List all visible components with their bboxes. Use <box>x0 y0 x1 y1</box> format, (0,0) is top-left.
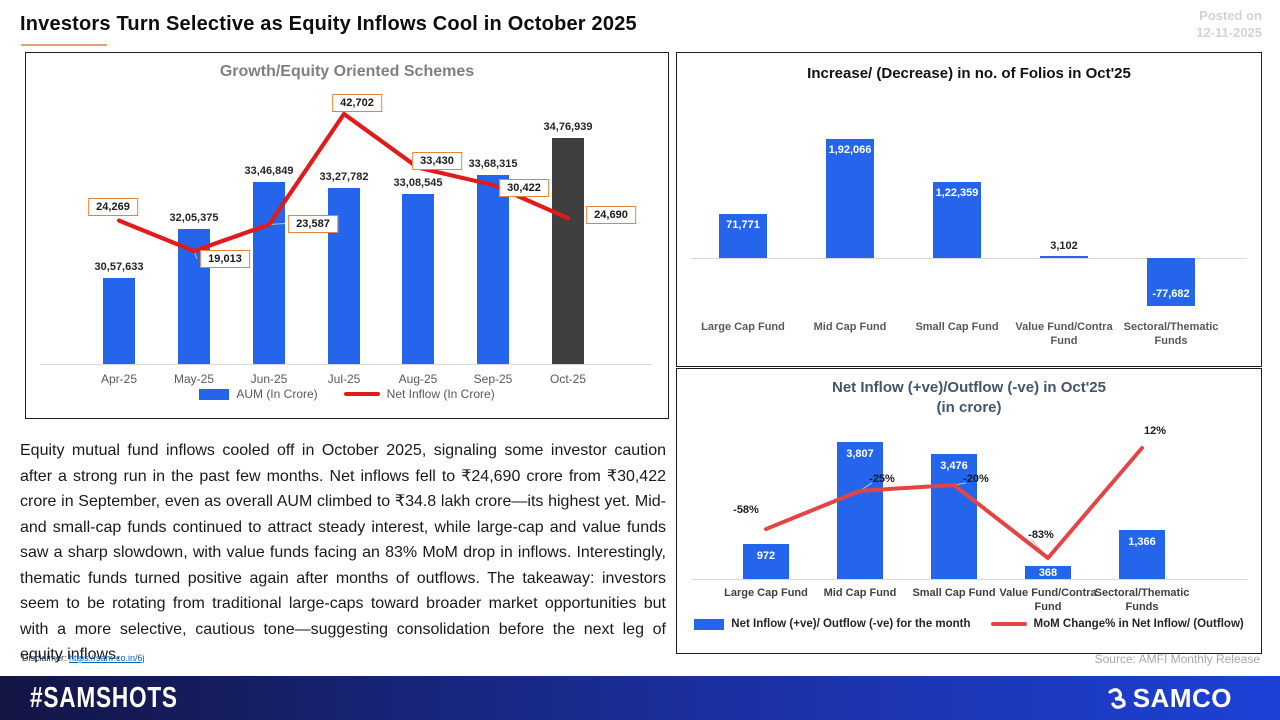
aum-value-label: 32,05,375 <box>169 211 219 224</box>
posted-on-date: 12-11-2025 <box>1196 25 1262 40</box>
chart-netflow-panel: Net Inflow (+ve)/Outflow (-ve) in Oct'25… <box>676 368 1262 654</box>
aum-bar <box>552 138 584 364</box>
disclaimer-label: Disclaimer: <box>22 653 67 663</box>
x-axis-line <box>691 579 1247 580</box>
net-inflow-point-label: 24,690 <box>586 206 636 225</box>
legend-item-aum: AUM (In Crore) <box>199 387 318 401</box>
netflow-value-label: 972 <box>756 550 776 563</box>
aum-bar <box>253 181 285 364</box>
mom-point-label: -25% <box>869 472 895 485</box>
category-label: Large Cap Fund <box>701 321 785 333</box>
net-inflow-swatch-icon <box>343 392 380 396</box>
legend-mom-label: MoM Change% in Net Inflow/ (Outflow) <box>1033 618 1244 630</box>
folio-bar <box>933 182 981 258</box>
posted-on: Posted on 12-11-2025 <box>1196 7 1262 41</box>
netflow-value-label: 3,476 <box>940 459 968 472</box>
aum-bar <box>103 278 135 364</box>
folio-value-label: 1,92,066 <box>828 144 872 156</box>
legend-netinflow-label: Net Inflow (In Crore) <box>386 387 495 401</box>
zero-axis-line <box>691 258 1247 259</box>
chart-netflow-title: Net Inflow (+ve)/Outflow (-ve) in Oct'25 <box>831 379 1106 396</box>
category-label: Apr-25 <box>100 372 138 386</box>
samco-wordmark: SAMCO <box>1132 682 1232 713</box>
folio-bar <box>826 139 874 258</box>
netflow-value-label: 368 <box>1038 566 1058 579</box>
category-label: Large Cap Fund <box>724 587 808 599</box>
mom-point-label: -58% <box>733 504 759 517</box>
net-inflow-point-label: 19,013 <box>200 250 250 268</box>
folio-value-label: 1,22,359 <box>935 187 979 200</box>
net-inflow-point-label: 24,269 <box>88 197 138 216</box>
chart-growth-equity-legend: AUM (In Crore) Net Inflow (In Crore) <box>26 387 668 401</box>
category-label: Oct-25 <box>549 372 586 386</box>
category-label: Value Fund/Contra Fund <box>999 587 1097 613</box>
netflow-value-label: 1,366 <box>1128 535 1156 548</box>
category-label: Sectoral/Thematic Funds <box>1094 587 1190 613</box>
netflow-bar <box>837 442 883 579</box>
category-label: Mid Cap Fund <box>823 587 897 599</box>
netflow-bar <box>1025 565 1071 579</box>
samco-mark-icon <box>1108 688 1126 709</box>
page-title: Investors Turn Selective as Equity Inflo… <box>20 13 637 35</box>
source-credit: Source: AMFI Monthly Release <box>1094 652 1260 666</box>
category-label: Small Cap Fund <box>912 587 996 599</box>
folio-value-label: -77,682 <box>1152 288 1190 301</box>
aum-value-label: 33,27,782 <box>319 171 369 184</box>
netflow-value-label: 3,807 <box>846 448 874 460</box>
samco-logo: SAMCO <box>1105 683 1232 714</box>
category-label: Small Cap Fund <box>915 321 999 333</box>
folio-value-label: 71,771 <box>726 218 760 231</box>
chart-netflow-legend: Net Inflow (+ve)/ Outflow (-ve) for the … <box>677 618 1261 630</box>
aum-value-label: 34,76,939 <box>543 121 593 134</box>
disclaimer-row: Disclaimer: https://sam-co.in/6j <box>22 653 145 663</box>
legend-netflow-bar-label: Net Inflow (+ve)/ Outflow (-ve) for the … <box>731 618 971 630</box>
category-label: Mid Cap Fund <box>813 321 887 333</box>
mom-point-label: 12% <box>1143 424 1167 437</box>
footer-bar: #SAMSHOTS SAMCO <box>0 676 1280 720</box>
aum-swatch-icon <box>199 388 230 400</box>
disclaimer-link[interactable]: https://sam-co.in/6j <box>69 653 145 663</box>
folio-bar <box>1040 256 1088 258</box>
folio-bar <box>719 213 767 258</box>
category-label: May-25 <box>173 372 214 386</box>
category-label: Sectoral/Thematic Funds <box>1123 321 1219 347</box>
commentary-paragraph: Equity mutual fund inflows cooled off in… <box>20 442 666 663</box>
net-inflow-point-label: 33,430 <box>412 151 462 170</box>
legend-item-netinflow: Net Inflow (In Crore) <box>343 387 495 401</box>
chart-growth-equity-title: Growth/Equity Oriented Schemes <box>219 63 475 80</box>
aum-value-label: 33,68,315 <box>468 157 518 170</box>
folio-value-label: 3,102 <box>1050 240 1078 252</box>
net-inflow-point-label: 42,702 <box>332 93 382 112</box>
netflow-bar-swatch-icon <box>694 618 725 630</box>
samshots-hashtag: #SAMSHOTS <box>30 681 178 714</box>
chart-folios-panel: Increase/ (Decrease) in no. of Folios in… <box>676 52 1262 367</box>
mom-point-label: -83% <box>1028 529 1054 541</box>
aum-value-label: 33,08,545 <box>393 177 443 190</box>
category-label: Jun-25 <box>250 372 288 386</box>
category-label: Jul-25 <box>327 372 361 386</box>
aum-value-label: 30,57,633 <box>94 261 144 274</box>
category-label: Aug-25 <box>398 372 438 386</box>
net-inflow-point-label: 30,422 <box>499 179 549 197</box>
mom-point-label: -20% <box>963 473 989 486</box>
net-inflow-point-label: 23,587 <box>288 214 338 233</box>
legend-item-netflow-bar: Net Inflow (+ve)/ Outflow (-ve) for the … <box>694 618 971 630</box>
category-label: Sep-25 <box>473 372 513 386</box>
legend-aum-label: AUM (In Crore) <box>236 387 318 401</box>
aum-bar <box>477 174 509 364</box>
mom-line-swatch-icon <box>990 622 1027 626</box>
posted-on-label: Posted on <box>1199 8 1262 23</box>
chart-netflow-subtitle: (in crore) <box>936 399 1002 416</box>
aum-bar <box>402 194 434 364</box>
aum-value-label: 33,46,849 <box>244 164 294 177</box>
folio-bar <box>1147 258 1195 307</box>
title-accent-underline <box>21 44 107 46</box>
category-label: Value Fund/Contra Fund <box>1015 321 1113 347</box>
x-axis-line <box>40 364 652 365</box>
chart-growth-equity-panel: Growth/Equity Oriented Schemes AUM (In C… <box>25 52 669 419</box>
chart-folios-title: Increase/ (Decrease) in no. of Folios in… <box>807 65 1131 82</box>
legend-item-mom: MoM Change% in Net Inflow/ (Outflow) <box>990 618 1244 630</box>
